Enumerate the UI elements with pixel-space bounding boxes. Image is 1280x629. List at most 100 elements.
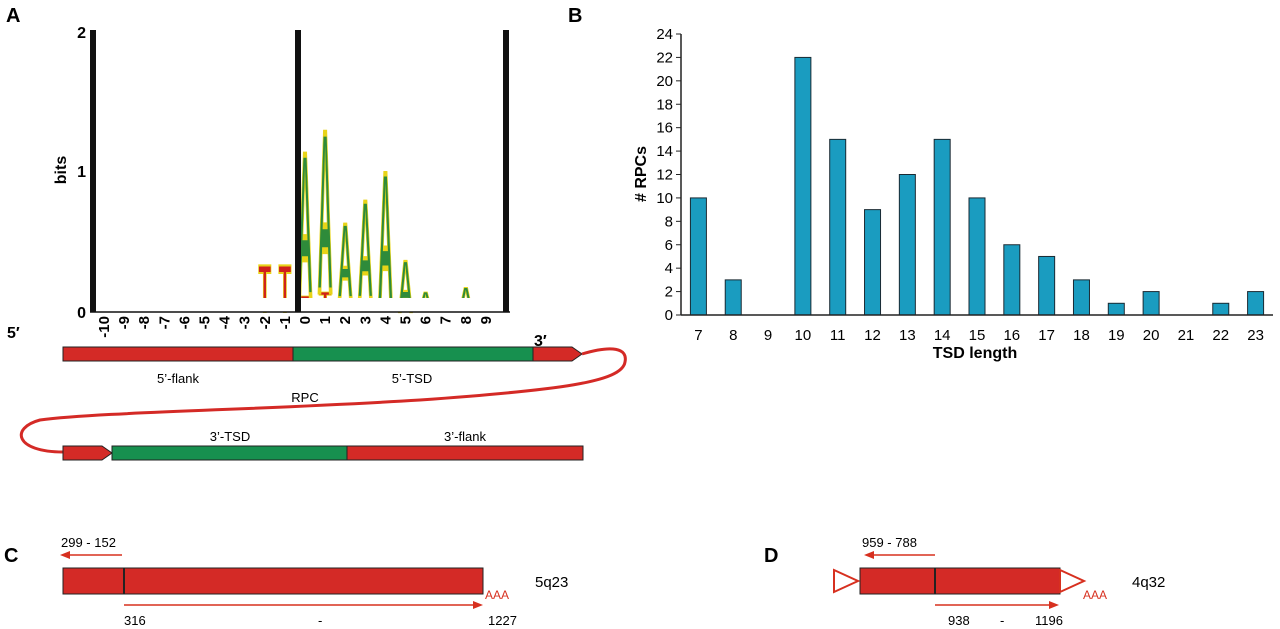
d-bottom-dash: - [1000, 613, 1004, 628]
chart-x-tick-label: 9 [764, 327, 772, 344]
chart-x-tick-label: 15 [969, 327, 986, 344]
logo-xtick-label: 7 [438, 316, 455, 324]
logo-xtick-label: 4 [377, 315, 394, 324]
chart-x-tick-label: 14 [934, 327, 951, 344]
panel-label-d: D [764, 545, 778, 567]
logo-ytick-2: 2 [77, 25, 86, 42]
panel-label-b: B [568, 5, 582, 27]
chart-bar-7 [689, 197, 707, 316]
chart-y-tick-label: 8 [665, 213, 673, 230]
panel-label-a: A [6, 5, 20, 27]
d-element-bar [859, 567, 1061, 595]
logo-xticks: -10 -9 -8 -7 -6 -5 -4 -3 -2 -1 0 1 2 3 4 5 6 7 8 9 [96, 315, 495, 337]
d-5prime-tsd-triangle [833, 568, 861, 594]
chart-bar-22 [1212, 302, 1230, 316]
chart-x-tick-label: 12 [864, 327, 881, 344]
logo-xtick-label: 5 [398, 316, 415, 324]
chart-x-tick-label: 23 [1247, 327, 1264, 344]
logo-xtick-label: -1 [277, 316, 294, 329]
logo-xtick-label: -7 [156, 316, 173, 329]
chart-y-tick-label: 12 [656, 167, 673, 184]
logo-letter-a: A [398, 245, 413, 328]
c-top-range: 299 - 152 [61, 535, 116, 550]
rpc-3prime-arrow [62, 445, 113, 461]
chart-bar-14 [933, 138, 951, 316]
logo-xtick-label: -5 [197, 316, 214, 329]
c-bottom-dash: - [318, 613, 322, 628]
tsd3-bar [111, 445, 348, 461]
chart-x-label: TSD length [933, 345, 1017, 362]
rpc-loop-line [20, 347, 627, 454]
chart-bar-18 [1072, 279, 1090, 316]
chart-x-tick-label: 8 [729, 327, 737, 344]
chart-x-tick-label: 21 [1178, 327, 1195, 344]
chart-x-tick-label: 16 [1003, 327, 1020, 344]
chart-y-tick-label: 18 [656, 96, 673, 113]
logo-letter-t: T [258, 250, 271, 327]
logo-letter-a: A [378, 134, 393, 341]
d-bottom-arrow-head [1049, 601, 1059, 609]
logo-xtick-label: -10 [96, 316, 113, 338]
logo-letter-a: A [338, 202, 353, 321]
panel-c-diagram: 299 - 152 AAA 5q23 316 - 1227 [60, 535, 568, 628]
logo-xtick-label: 3 [357, 316, 374, 324]
chart-bar-12 [864, 209, 882, 316]
chart-bar-20 [1142, 291, 1160, 316]
logo-xtick-label: 9 [478, 316, 495, 324]
chart-bar-16 [1003, 244, 1021, 316]
chart-y-tick-label: 10 [656, 190, 673, 207]
d-bottom-end: 1196 [1035, 613, 1063, 628]
logo-xtick-label: 0 [297, 316, 314, 324]
logo-xtick-label: -6 [176, 316, 193, 329]
logo-letter-t: T [278, 250, 291, 327]
c-top-arrow-head [60, 551, 70, 559]
tsd5-bar [292, 346, 534, 362]
flank3-bar [346, 445, 584, 461]
logo-xtick-label: -4 [217, 315, 234, 329]
logo-xtick-label: 1 [317, 316, 334, 324]
chart-x-ticks: 7 8 9 10 11 12 13 14 15 16 17 18 19 20 21 22 23 [694, 327, 1264, 344]
logo-xtick-label: 8 [458, 316, 475, 324]
chart-y-tick-label: 4 [665, 260, 673, 277]
chart-y-tick-label: 14 [656, 143, 673, 160]
chart-x-tick-label: 20 [1143, 327, 1160, 344]
flank3-label: 3’-flank [444, 429, 486, 444]
chart-x-tick-label: 19 [1108, 327, 1125, 344]
logo-xtick-label: -9 [116, 316, 133, 329]
chart-y-label: # RPCs [633, 146, 650, 202]
c-polya-tail: AAA [485, 588, 509, 602]
chart-x-tick-label: 10 [795, 327, 812, 344]
d-top-arrow-head [864, 551, 874, 559]
d-polya-tail: AAA [1083, 588, 1107, 602]
chart-bars [689, 56, 1265, 316]
c-bottom-arrow-head [473, 601, 483, 609]
logo-yaxis-label: bits [53, 156, 70, 185]
chart-bar-8 [724, 279, 742, 316]
chart-y-tick-label: 6 [665, 237, 673, 254]
logo-baseline-glyphs [100, 298, 505, 312]
c-locus-label: 5q23 [535, 574, 568, 591]
sequence-logo: TTTTATATTAAAAAA 2 1 0 bits -10-9-8-7-6-5… [7, 25, 547, 350]
c-bottom-end: 1227 [488, 613, 517, 628]
logo-ytick-0: 0 [77, 305, 86, 322]
chart-x-tick-label: 11 [830, 327, 846, 344]
logo-ytick-1: 1 [77, 164, 86, 181]
d-top-range: 959 - 788 [862, 535, 917, 550]
chart-x-tick-label: 17 [1038, 327, 1055, 344]
d-3prime-tsd-triangle [1059, 568, 1087, 594]
chart-x-tick-label: 22 [1212, 327, 1229, 344]
chart-x-tick-label: 13 [899, 327, 916, 344]
chart-y-tick-label: 22 [656, 49, 673, 66]
c-element-bar [62, 567, 484, 595]
logo-xtick-label: 6 [418, 316, 435, 324]
chart-y-tick-label: 24 [656, 26, 673, 43]
chart-bar-19 [1107, 302, 1125, 316]
chart-y-tick-label: 0 [665, 307, 673, 324]
chart-y-tick-label: 16 [656, 120, 673, 137]
d-locus-label: 4q32 [1132, 574, 1165, 591]
logo-xtick-label: -3 [237, 316, 254, 329]
chart-bar-13 [898, 174, 916, 316]
